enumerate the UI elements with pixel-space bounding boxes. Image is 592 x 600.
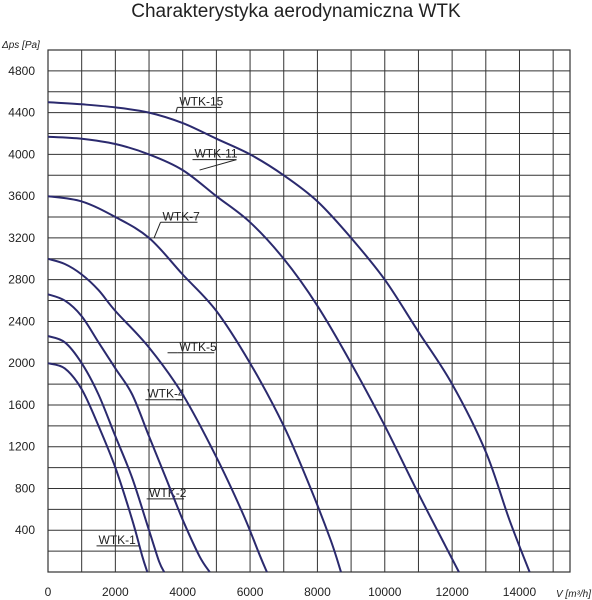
curve-label-leader-wtk-15 xyxy=(175,107,178,113)
curve-label-leader-wtk-11 xyxy=(199,159,237,171)
y-tick-label: 1600 xyxy=(8,398,35,412)
curve-label-wtk-7: WTK-7 xyxy=(163,209,201,223)
y-tick-label: 4800 xyxy=(8,64,35,78)
x-tick-label: 14000 xyxy=(503,585,537,599)
curve-wtk-1 xyxy=(47,362,149,573)
x-tick-label: 6000 xyxy=(237,585,264,599)
x-tick-label: 2000 xyxy=(102,585,129,599)
y-tick-label: 1200 xyxy=(8,440,35,454)
x-tick-label: 12000 xyxy=(435,585,469,599)
x-axis-label: V [m³/h] xyxy=(556,589,591,600)
curve-label-wtk-5: WTK-5 xyxy=(179,340,217,354)
curve-label-leader-wtk-7 xyxy=(153,222,161,239)
y-tick-label: 4400 xyxy=(8,106,35,120)
curve-label-wtk-4: WTK-4 xyxy=(147,387,185,401)
curve-label-wtk-2: WTK-2 xyxy=(149,486,187,500)
curve-wtk-4 xyxy=(47,293,211,573)
y-tick-label: 2400 xyxy=(8,314,35,328)
curve-wtk-11 xyxy=(47,135,460,573)
grid xyxy=(48,49,570,572)
curve-label-wtk-15: WTK-15 xyxy=(179,94,223,108)
curve-wtk-15 xyxy=(47,101,531,573)
curve-wtk-7 xyxy=(47,195,342,573)
curve-wtk-5 xyxy=(47,257,268,573)
y-tick-label: 3600 xyxy=(8,189,35,203)
y-tick-label: 2000 xyxy=(8,356,35,370)
y-tick-label: 4000 xyxy=(8,147,35,161)
y-tick-label: 400 xyxy=(15,523,35,537)
curve-label-wtk-1: WTK-1 xyxy=(99,533,137,547)
y-axis-label: Δps [Pa] xyxy=(1,40,40,51)
x-tick-label: 10000 xyxy=(368,585,402,599)
y-tick-label: 3200 xyxy=(8,231,35,245)
chart-title: Charakterystyka aerodynamiczna WTK xyxy=(131,1,461,22)
y-tick-label: 2800 xyxy=(8,273,35,287)
curve-label-wtk-11: WTK-11 xyxy=(194,147,237,161)
y-tick-label: 800 xyxy=(15,481,35,495)
curve-wtk-2 xyxy=(47,335,166,573)
x-tick-label: 4000 xyxy=(169,585,196,599)
x-tick-label: 0 xyxy=(45,585,52,599)
x-tick-label: 8000 xyxy=(304,585,331,599)
plot-frame xyxy=(47,49,571,573)
